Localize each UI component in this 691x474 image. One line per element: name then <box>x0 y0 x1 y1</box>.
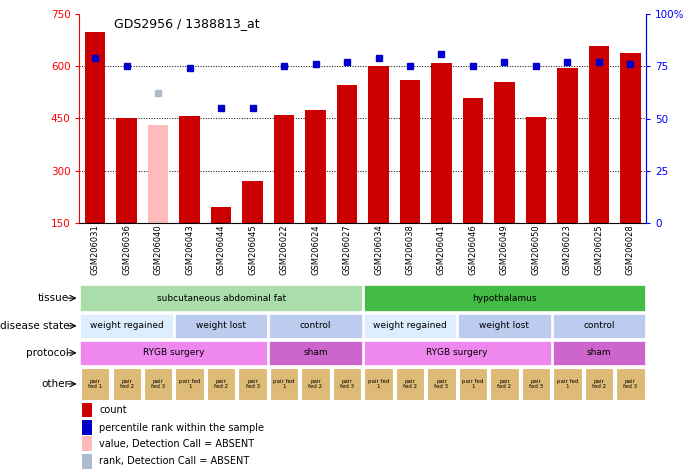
Bar <box>211 207 231 223</box>
Text: weight regained: weight regained <box>90 321 164 330</box>
Bar <box>148 126 169 223</box>
Text: hypothalamus: hypothalamus <box>472 294 537 302</box>
Bar <box>427 368 455 400</box>
Bar <box>494 82 515 223</box>
Text: RYGB surgery: RYGB surgery <box>426 348 488 357</box>
Bar <box>85 32 106 223</box>
Text: sham: sham <box>587 348 611 357</box>
Bar <box>616 368 645 400</box>
Text: tissue: tissue <box>38 293 69 303</box>
Bar <box>82 402 93 418</box>
Bar <box>585 368 613 400</box>
Text: pair
fed 3: pair fed 3 <box>529 379 543 389</box>
Bar <box>82 420 93 435</box>
Text: rank, Detection Call = ABSENT: rank, Detection Call = ABSENT <box>100 456 249 466</box>
Bar <box>458 314 551 338</box>
Bar <box>117 118 137 223</box>
Bar <box>620 53 641 223</box>
Bar <box>363 341 551 365</box>
Bar <box>207 368 235 400</box>
Text: pair
fed 3: pair fed 3 <box>340 379 354 389</box>
Bar <box>396 368 424 400</box>
Text: control: control <box>300 321 331 330</box>
Bar <box>553 341 645 365</box>
Bar <box>589 46 609 223</box>
Bar <box>305 110 325 223</box>
Text: protocol: protocol <box>26 348 69 358</box>
Bar <box>270 368 299 400</box>
Text: weight lost: weight lost <box>196 321 246 330</box>
Text: GDS2956 / 1388813_at: GDS2956 / 1388813_at <box>114 17 260 29</box>
Bar <box>301 368 330 400</box>
Bar <box>522 368 550 400</box>
Text: pair fed
1: pair fed 1 <box>274 379 295 389</box>
Bar <box>269 314 362 338</box>
Text: pair
fed 2: pair fed 2 <box>214 379 228 389</box>
Bar <box>176 368 204 400</box>
Text: weight regained: weight regained <box>373 321 447 330</box>
Bar <box>553 368 582 400</box>
Bar <box>400 80 420 223</box>
Text: RYGB surgery: RYGB surgery <box>143 348 205 357</box>
Text: count: count <box>100 405 127 415</box>
Text: value, Detection Call = ABSENT: value, Detection Call = ABSENT <box>100 438 254 449</box>
Text: weight lost: weight lost <box>480 321 529 330</box>
Text: subcutaneous abdominal fat: subcutaneous abdominal fat <box>157 294 285 302</box>
Bar <box>269 341 362 365</box>
Text: pair
fed 2: pair fed 2 <box>498 379 511 389</box>
Bar <box>337 85 357 223</box>
Text: pair
fed 3: pair fed 3 <box>151 379 165 389</box>
Bar <box>557 68 578 223</box>
Bar <box>490 368 518 400</box>
Text: pair
fed 2: pair fed 2 <box>308 379 323 389</box>
Bar <box>333 368 361 400</box>
Bar <box>463 98 483 223</box>
Bar <box>80 314 173 338</box>
Text: pair
fed 2: pair fed 2 <box>403 379 417 389</box>
Text: pair
fed 2: pair fed 2 <box>591 379 606 389</box>
Bar <box>180 117 200 223</box>
Text: pair
fed 3: pair fed 3 <box>623 379 637 389</box>
Bar <box>431 63 452 223</box>
Text: pair
fed 1: pair fed 1 <box>88 379 102 389</box>
Bar <box>238 368 267 400</box>
Bar <box>175 314 267 338</box>
Bar <box>81 368 109 400</box>
Bar <box>553 314 645 338</box>
Text: pair fed
1: pair fed 1 <box>462 379 484 389</box>
Text: pair fed
1: pair fed 1 <box>557 379 578 389</box>
Bar <box>526 117 546 223</box>
Bar <box>80 285 362 311</box>
Text: other: other <box>41 379 69 389</box>
Bar <box>363 285 645 311</box>
Text: pair fed
1: pair fed 1 <box>179 379 200 389</box>
Bar <box>144 368 172 400</box>
Bar <box>82 454 93 469</box>
Text: disease state: disease state <box>0 321 69 331</box>
Text: pair
fed 3: pair fed 3 <box>435 379 448 389</box>
Text: control: control <box>583 321 614 330</box>
Bar <box>243 181 263 223</box>
Bar <box>82 436 93 451</box>
Bar <box>459 368 487 400</box>
Bar <box>80 341 267 365</box>
Bar <box>113 368 141 400</box>
Text: pair fed
1: pair fed 1 <box>368 379 389 389</box>
Bar <box>363 314 456 338</box>
Text: percentile rank within the sample: percentile rank within the sample <box>100 422 264 433</box>
Text: pair
fed 3: pair fed 3 <box>245 379 260 389</box>
Text: pair
fed 2: pair fed 2 <box>120 379 134 389</box>
Bar <box>368 66 389 223</box>
Bar <box>364 368 392 400</box>
Bar <box>274 115 294 223</box>
Text: sham: sham <box>303 348 328 357</box>
